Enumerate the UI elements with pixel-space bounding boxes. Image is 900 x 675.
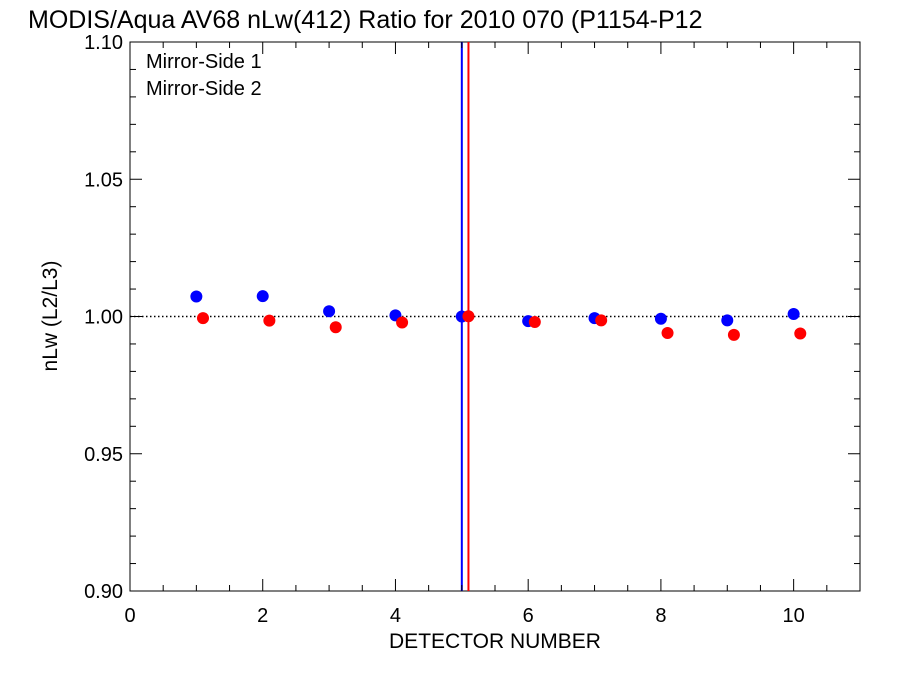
data-point-series-2: [528, 315, 541, 328]
data-point-series-1: [787, 308, 800, 321]
data-point-series-1: [190, 290, 203, 303]
data-point-series-2: [727, 328, 740, 341]
legend: Mirror-Side 1 Mirror-Side 2: [146, 51, 262, 100]
data-point-series-2: [595, 314, 608, 327]
data-point-series-2: [661, 326, 674, 339]
y-tick-label: 1.05: [84, 169, 123, 191]
data-point-series-2: [396, 316, 409, 329]
data-point-series-2: [794, 327, 807, 340]
data-point-series-2: [197, 312, 209, 325]
legend-entry-mirror-side-1: Mirror-Side 1: [146, 51, 262, 73]
axis-ticks: [129, 41, 861, 592]
y-axis-label: nLw (L2/L3): [39, 261, 62, 372]
y-tick-label: 0.90: [84, 581, 123, 603]
y-tick-label: 1.00: [84, 307, 123, 329]
x-axis-label: DETECTOR NUMBER: [389, 630, 601, 653]
y-tick-label: 1.10: [84, 32, 123, 54]
legend-entry-mirror-side-2: Mirror-Side 2: [146, 78, 262, 100]
x-tick-label: 4: [390, 605, 401, 627]
data-point-series-1: [654, 312, 667, 325]
x-tick-label: 10: [783, 605, 805, 627]
y-tick-label: 0.95: [84, 444, 123, 466]
data-points: [190, 290, 807, 341]
data-point-series-2: [263, 314, 276, 327]
plot-area: [129, 41, 861, 592]
x-tick-label: 2: [257, 605, 268, 627]
chart-title: MODIS/Aqua AV68 nLw(412) Ratio for 2010 …: [28, 6, 702, 34]
x-tick-label: 8: [655, 605, 666, 627]
data-point-series-1: [256, 290, 269, 303]
data-point-series-1: [721, 314, 734, 327]
data-point-series-2: [462, 310, 475, 323]
data-point-series-2: [329, 321, 342, 334]
data-point-series-1: [323, 305, 336, 318]
x-tick-label: 6: [523, 605, 534, 627]
tick-labels: 0 2 4 6 8 10 0.90 0.95 1.00 1.05 1.10: [84, 32, 805, 627]
x-tick-label: 0: [124, 605, 135, 627]
